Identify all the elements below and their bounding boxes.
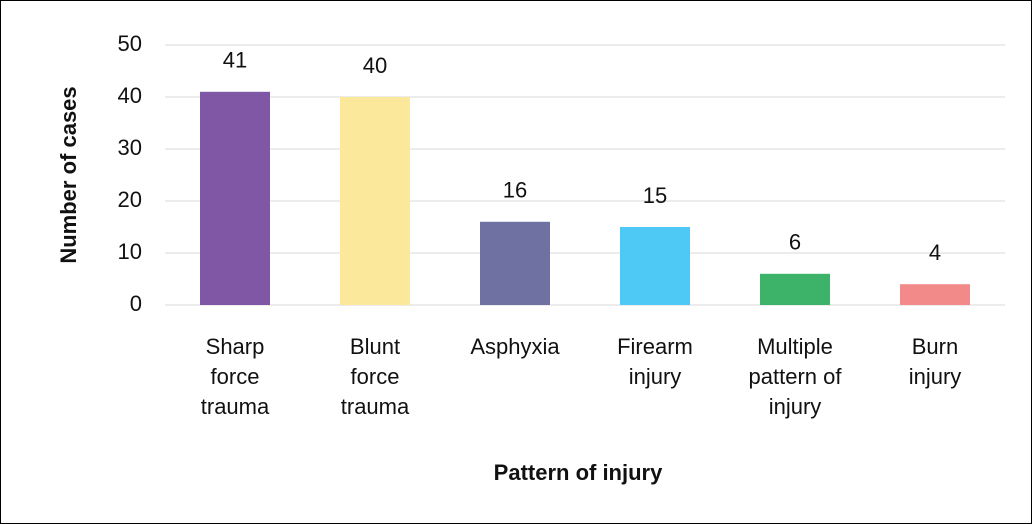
y-tick-label: 20 — [118, 187, 142, 212]
data-label: 4 — [929, 240, 941, 265]
bar — [760, 273, 830, 305]
y-tick-label: 0 — [130, 291, 142, 316]
x-tick-label: Asphyxia — [470, 334, 560, 359]
bar — [200, 91, 270, 305]
x-tick-label: Burn injury — [908, 334, 962, 389]
bar — [340, 97, 410, 305]
x-tick-label: Sharp force trauma — [200, 334, 270, 419]
y-tick-label: 10 — [118, 239, 142, 264]
data-label: 15 — [643, 183, 667, 208]
x-axis-title: Pattern of injury — [494, 460, 663, 485]
data-label: 6 — [789, 230, 801, 255]
x-tick-label: Multiple pattern of injury — [748, 334, 842, 419]
y-tick-label: 50 — [118, 31, 142, 56]
x-tick-label: Blunt force trauma — [340, 334, 410, 419]
y-tick-label: 40 — [118, 83, 142, 108]
bar — [620, 227, 690, 305]
y-axis-title: Number of cases — [56, 86, 81, 263]
data-label: 41 — [223, 48, 247, 73]
bar — [480, 221, 550, 305]
data-label: 16 — [503, 178, 527, 203]
bar — [900, 284, 970, 305]
data-label: 40 — [363, 53, 387, 78]
x-tick-label: Firearm injury — [617, 334, 693, 389]
y-tick-label: 30 — [118, 135, 142, 160]
